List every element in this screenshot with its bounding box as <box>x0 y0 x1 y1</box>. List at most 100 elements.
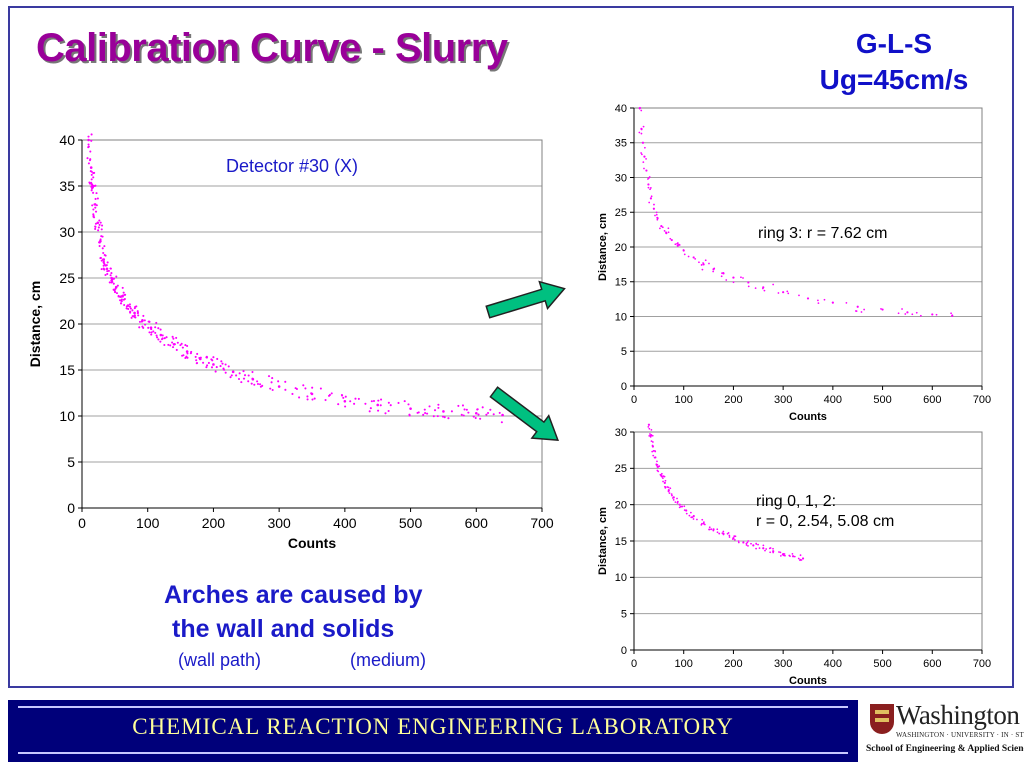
data-point <box>799 559 801 562</box>
data-point <box>295 387 298 391</box>
data-point <box>186 352 189 355</box>
data-point <box>722 530 725 533</box>
y-axis-label: Distance, cm <box>597 507 609 575</box>
data-point <box>485 413 488 416</box>
x-axis-label: Counts <box>288 535 336 551</box>
data-point <box>423 408 426 411</box>
data-point <box>747 544 749 547</box>
data-point <box>702 262 704 264</box>
data-point <box>94 225 97 228</box>
data-point <box>212 363 215 366</box>
data-point <box>125 305 128 308</box>
data-point <box>123 293 126 296</box>
annotation-line: r = 0, 2.54, 5.08 cm <box>756 513 894 530</box>
data-point <box>199 356 202 359</box>
data-point <box>915 311 918 314</box>
data-point <box>644 146 646 149</box>
data-point <box>94 197 97 200</box>
data-point <box>122 298 125 301</box>
data-point <box>369 407 372 410</box>
y-tick-label: 20 <box>615 242 627 254</box>
data-point <box>433 409 437 412</box>
data-point <box>500 421 503 424</box>
data-point <box>694 257 697 260</box>
data-point <box>117 294 120 298</box>
data-point <box>238 372 241 375</box>
data-point <box>128 303 131 306</box>
data-point <box>648 201 651 204</box>
data-point <box>690 516 693 519</box>
data-point <box>101 224 104 227</box>
data-point <box>779 551 782 554</box>
x-tick-label: 300 <box>267 515 291 531</box>
data-point <box>782 554 785 557</box>
x-tick-label: 0 <box>631 658 637 670</box>
data-point <box>89 150 92 153</box>
data-point <box>304 387 307 390</box>
data-point <box>662 477 664 479</box>
data-point <box>324 398 327 402</box>
data-point <box>172 337 175 340</box>
data-point <box>650 440 653 442</box>
data-point <box>661 475 663 478</box>
y-tick-label: 25 <box>615 463 627 475</box>
data-point <box>104 254 107 257</box>
data-point <box>110 279 113 282</box>
data-point <box>417 411 420 414</box>
data-point <box>173 343 176 346</box>
y-tick-label: 15 <box>615 277 627 289</box>
data-point <box>152 330 155 333</box>
data-point <box>87 143 90 146</box>
data-point <box>313 397 316 400</box>
data-point <box>919 314 922 317</box>
x-tick-label: 200 <box>724 394 742 406</box>
data-point <box>492 413 495 416</box>
data-point <box>670 493 673 495</box>
data-point <box>93 216 96 219</box>
data-point <box>247 380 250 383</box>
data-point <box>159 328 162 331</box>
data-point <box>692 256 695 259</box>
data-point <box>713 267 716 270</box>
data-point <box>223 368 226 371</box>
data-point <box>740 276 742 279</box>
data-point <box>136 311 139 314</box>
y-tick-label: 40 <box>59 132 75 148</box>
data-point <box>115 275 118 278</box>
data-point <box>397 401 400 405</box>
data-point <box>99 221 102 224</box>
y-tick-label: 15 <box>615 536 627 548</box>
data-point <box>692 514 695 517</box>
data-point <box>227 365 230 368</box>
y-tick-label: 10 <box>615 572 627 584</box>
data-point <box>100 259 103 262</box>
y-tick-label: 20 <box>59 316 75 332</box>
y-tick-label: 30 <box>615 427 627 439</box>
data-point <box>669 487 672 490</box>
logo-wordmark: Washington <box>896 700 1020 730</box>
data-point <box>93 184 96 187</box>
data-point <box>92 208 95 211</box>
data-point <box>121 286 124 289</box>
data-point <box>931 313 934 316</box>
data-point <box>755 547 757 550</box>
x-tick-label: 0 <box>631 394 637 406</box>
logo-university: WASHINGTON · UNIVERSITY · IN · ST · LOUI… <box>896 731 1024 739</box>
data-point <box>103 245 106 248</box>
data-point <box>798 294 800 297</box>
data-point <box>678 244 681 246</box>
data-point <box>437 403 440 406</box>
data-point <box>240 381 243 384</box>
data-point <box>676 242 678 245</box>
data-point <box>698 261 700 264</box>
data-point <box>92 176 95 179</box>
data-point <box>659 227 661 230</box>
data-point <box>725 279 728 281</box>
x-tick-label: 700 <box>973 394 991 406</box>
data-point <box>403 400 406 403</box>
data-point <box>138 320 141 323</box>
data-point <box>665 231 667 234</box>
data-point <box>467 411 470 414</box>
